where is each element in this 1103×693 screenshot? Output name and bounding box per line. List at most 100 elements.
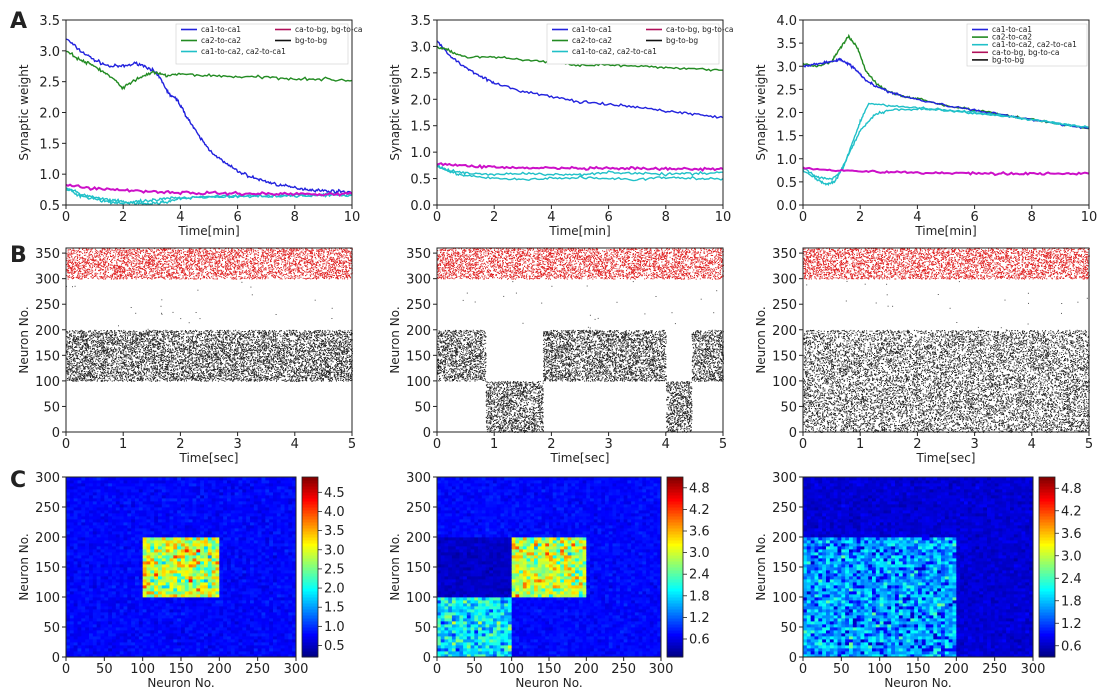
spike	[247, 277, 248, 278]
spike	[215, 269, 216, 270]
spike	[258, 264, 259, 265]
spike	[321, 270, 322, 271]
spike	[83, 267, 84, 268]
spike	[176, 252, 177, 253]
spike	[239, 274, 240, 275]
spike	[297, 266, 298, 267]
spike	[269, 270, 270, 271]
spike	[139, 273, 140, 274]
spike	[119, 253, 120, 254]
spike	[215, 264, 216, 265]
spike	[126, 257, 127, 258]
spike	[312, 278, 313, 279]
spike	[148, 277, 149, 278]
x-tick-label: 10	[1081, 210, 1098, 225]
spike	[136, 260, 137, 261]
spike	[178, 278, 179, 279]
spike	[76, 250, 77, 251]
spike	[119, 271, 120, 272]
spike	[123, 260, 124, 261]
spike	[162, 276, 163, 277]
spike	[236, 265, 237, 266]
spike	[73, 260, 74, 261]
spike	[165, 279, 166, 280]
spike	[285, 250, 286, 251]
spike	[224, 275, 225, 276]
spike	[347, 257, 348, 258]
spike	[248, 270, 249, 271]
spike	[322, 257, 323, 258]
x-tick-label: 8	[291, 210, 299, 225]
spike	[128, 257, 129, 258]
chart-a2: ca1-to-ca1ca2-to-ca2ca1-to-ca2, ca2-to-c…	[388, 14, 733, 238]
spike	[151, 255, 152, 256]
spike	[164, 277, 165, 278]
spike	[77, 251, 78, 252]
spike	[343, 263, 344, 264]
spike	[118, 275, 119, 276]
spike	[307, 256, 308, 257]
spike	[137, 249, 138, 250]
spike	[117, 270, 118, 271]
spike	[318, 278, 319, 279]
spike	[148, 263, 149, 264]
spike	[240, 277, 241, 278]
spike	[142, 263, 143, 264]
spike	[123, 261, 124, 262]
spike	[325, 268, 326, 269]
spike	[128, 252, 129, 253]
spike	[295, 251, 296, 252]
spike	[134, 268, 135, 269]
spike	[200, 268, 201, 269]
spike	[207, 255, 208, 256]
spike	[110, 253, 111, 254]
spike	[314, 264, 315, 265]
spike	[193, 271, 194, 272]
y-axis-label: Synaptic weight	[388, 64, 402, 161]
spike	[92, 272, 93, 273]
spike	[315, 274, 316, 275]
spike	[266, 262, 267, 263]
spike	[299, 272, 300, 273]
spike	[101, 278, 102, 279]
spike	[324, 250, 325, 251]
spike	[332, 274, 333, 275]
spike	[325, 260, 326, 261]
spike	[295, 254, 296, 255]
spike	[224, 249, 225, 250]
spike	[73, 266, 74, 267]
spike	[113, 252, 114, 253]
spike	[322, 274, 323, 275]
spike	[294, 250, 295, 251]
spike	[82, 253, 83, 254]
spike	[113, 266, 114, 267]
x-tick-label: 6	[233, 210, 241, 225]
spike	[126, 276, 127, 277]
y-tick-label: 3.0	[776, 60, 797, 75]
spike	[250, 275, 251, 276]
spike	[323, 251, 324, 252]
spike	[344, 258, 345, 259]
spike	[68, 270, 69, 271]
spike	[347, 262, 348, 263]
spike	[146, 259, 147, 260]
spike	[104, 276, 105, 277]
y-tick-label: 1.0	[776, 153, 797, 168]
spike	[327, 272, 328, 273]
spike	[131, 277, 132, 278]
spike	[139, 276, 140, 277]
spike	[73, 250, 74, 251]
spike	[168, 269, 169, 270]
spike	[346, 253, 347, 254]
spike	[156, 277, 157, 278]
spike	[172, 252, 173, 253]
spike	[193, 274, 194, 275]
spike	[131, 252, 132, 253]
spike	[144, 270, 145, 271]
spike	[319, 251, 320, 252]
spike	[270, 254, 271, 255]
spike	[342, 276, 343, 277]
spike	[245, 272, 246, 273]
spike	[342, 263, 343, 264]
spike	[123, 277, 124, 278]
